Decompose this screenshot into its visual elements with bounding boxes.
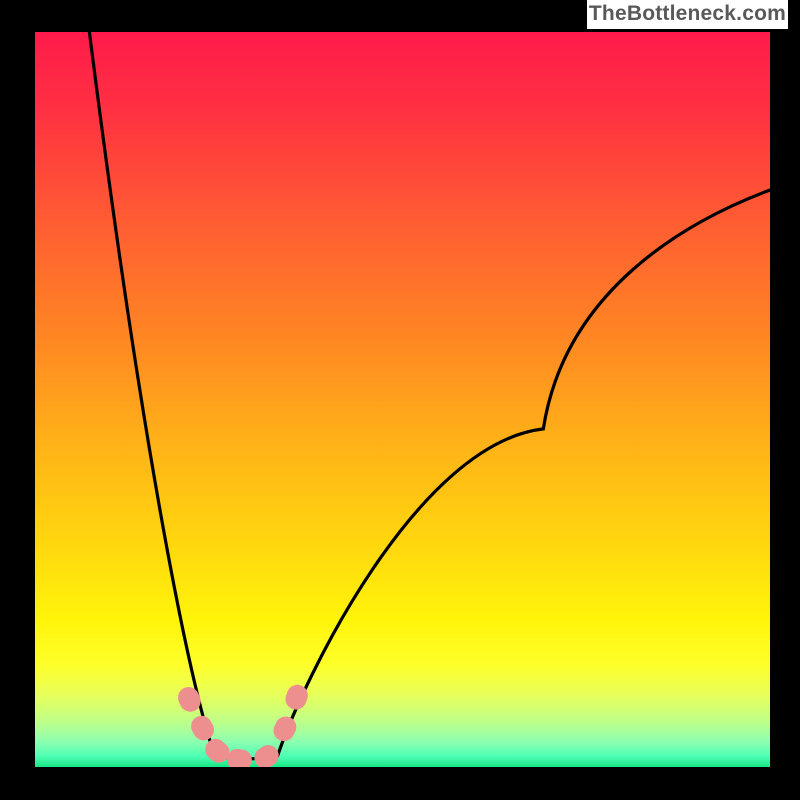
chart-background: [35, 32, 770, 767]
watermark-text: TheBottleneck.com: [587, 0, 788, 29]
bottleneck-chart: [35, 32, 770, 767]
